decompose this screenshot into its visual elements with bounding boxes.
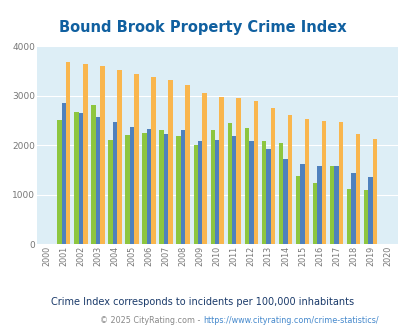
Bar <box>363 190 367 244</box>
Bar <box>304 119 308 244</box>
Bar <box>333 167 338 244</box>
Text: © 2025 CityRating.com -: © 2025 CityRating.com - <box>100 315 202 325</box>
Bar <box>130 127 134 244</box>
Bar <box>282 159 287 244</box>
Bar <box>176 136 181 244</box>
Bar <box>316 167 321 244</box>
Bar <box>62 103 66 244</box>
Bar <box>215 140 219 244</box>
Bar <box>265 148 270 244</box>
Bar <box>329 167 333 244</box>
Bar <box>249 141 253 244</box>
Bar <box>125 135 130 244</box>
Bar <box>79 113 83 244</box>
Bar <box>338 122 342 244</box>
Bar <box>202 93 206 244</box>
Bar <box>312 183 316 244</box>
Bar <box>227 123 232 244</box>
Bar <box>236 98 240 244</box>
Bar <box>372 139 376 244</box>
Bar <box>147 129 151 244</box>
Bar <box>295 176 299 244</box>
Bar <box>355 134 359 244</box>
Bar <box>278 143 282 244</box>
Bar <box>287 115 291 244</box>
Bar <box>198 141 202 244</box>
Bar <box>193 145 198 244</box>
Bar <box>219 97 223 244</box>
Bar <box>96 117 100 244</box>
Bar <box>210 130 215 244</box>
Bar <box>261 141 265 244</box>
Bar <box>350 173 355 244</box>
Bar <box>253 101 257 244</box>
Text: https://www.cityrating.com/crime-statistics/: https://www.cityrating.com/crime-statist… <box>202 315 378 325</box>
Bar <box>346 189 350 244</box>
Bar <box>91 105 96 244</box>
Bar <box>100 66 104 244</box>
Bar <box>299 163 304 244</box>
Bar <box>142 133 147 244</box>
Bar <box>367 177 372 244</box>
Bar <box>244 128 249 244</box>
Bar <box>117 70 121 244</box>
Bar <box>83 64 87 244</box>
Bar <box>108 140 113 244</box>
Text: Crime Index corresponds to incidents per 100,000 inhabitants: Crime Index corresponds to incidents per… <box>51 297 354 307</box>
Bar <box>185 85 189 244</box>
Bar <box>232 136 236 244</box>
Bar <box>151 77 155 244</box>
Bar <box>321 121 325 244</box>
Bar <box>74 112 79 244</box>
Bar <box>168 80 172 244</box>
Text: Bound Brook Property Crime Index: Bound Brook Property Crime Index <box>59 20 346 35</box>
Bar <box>134 74 138 244</box>
Bar <box>66 62 70 244</box>
Bar <box>113 122 117 244</box>
Bar <box>164 134 168 244</box>
Bar <box>57 120 62 244</box>
Bar <box>181 130 185 244</box>
Bar <box>270 108 274 244</box>
Bar <box>159 130 164 244</box>
